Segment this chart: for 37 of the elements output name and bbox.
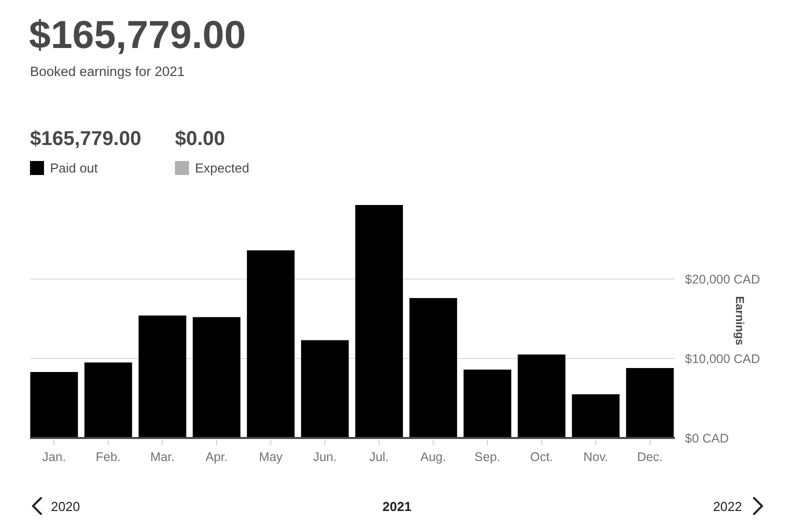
text: 2022 <box>713 499 742 514</box>
x-tick-label: Aug. <box>420 450 446 464</box>
y-tick-label: $10,000 CAD <box>685 352 760 366</box>
bar <box>246 250 295 438</box>
x-tick-label: Oct. <box>530 450 554 464</box>
bar <box>464 370 512 438</box>
x-tick-label: Mar. <box>150 450 175 464</box>
x-tick-label: Sep. <box>474 450 500 464</box>
chart-subtitle: Booked earnings for 2021 <box>30 64 185 79</box>
x-tick-label: Jul. <box>369 450 389 464</box>
x-tick-label: Nov. <box>583 450 608 464</box>
legend-label: Paid out <box>50 160 98 176</box>
bar <box>30 372 78 438</box>
x-tick-label: Jun. <box>313 450 337 464</box>
bar <box>192 317 240 438</box>
bar <box>84 362 132 438</box>
bar <box>626 368 674 438</box>
bar <box>409 298 458 438</box>
chart-title: $165,779.00 <box>29 14 246 57</box>
bar <box>572 394 620 438</box>
text: $0.00 <box>175 128 226 150</box>
bar <box>301 340 349 438</box>
x-tick-label: Apr. <box>205 450 228 464</box>
legend-label: Expected <box>195 160 250 176</box>
bar <box>518 354 566 438</box>
x-tick-label: Dec. <box>637 450 663 464</box>
text: 2021 <box>382 499 412 514</box>
y-tick-label: $0 CAD <box>685 431 729 446</box>
text: $165,779.00 <box>30 128 142 150</box>
x-tick-label: Jan. <box>42 450 66 464</box>
bar <box>355 205 403 438</box>
y-axis-title: Earnings <box>733 296 745 346</box>
bar <box>138 316 186 438</box>
x-tick-label: Feb. <box>96 450 121 464</box>
text: 2020 <box>51 499 80 514</box>
x-tick-label: May <box>258 450 284 464</box>
y-tick-label: $20,000 CAD <box>685 272 760 286</box>
